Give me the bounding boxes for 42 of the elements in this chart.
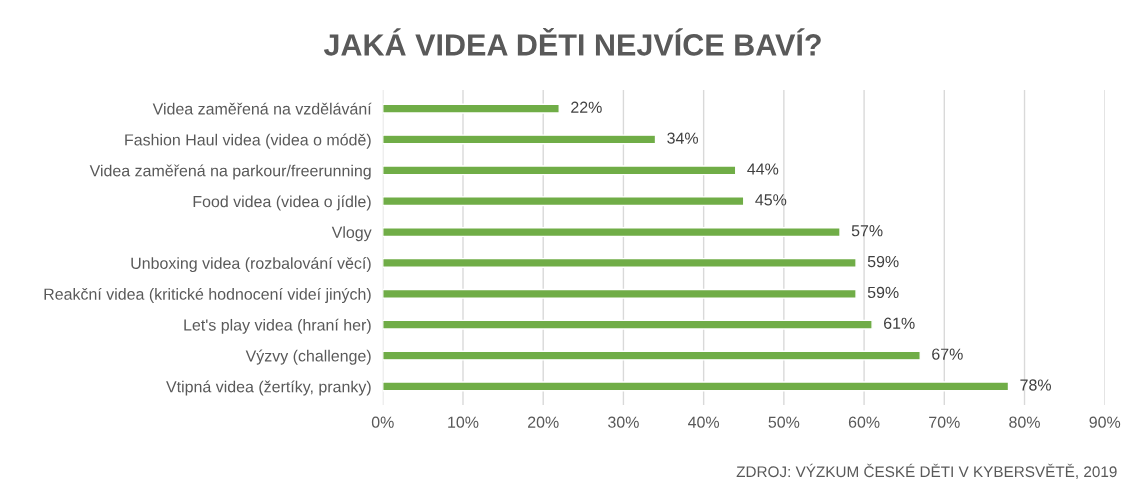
bar xyxy=(382,319,873,330)
x-tick-label: 40% xyxy=(688,416,720,428)
bar xyxy=(382,350,921,361)
x-tick-label: 70% xyxy=(929,416,960,428)
x-tick-label: 0% xyxy=(371,416,394,428)
y-tick-label: Videa zaměřená na vzdělávání xyxy=(152,102,372,115)
bar xyxy=(382,165,737,176)
text: ZDROJ: VÝZKUM ČESKÉ DĚTI V KYBERSVĚTĚ, 2019 xyxy=(736,463,1117,479)
data-label: 59% xyxy=(867,286,899,299)
chart-title: JAKÁ VIDEA DĚTI NEJVÍCE BAVÍ? xyxy=(323,28,821,56)
y-tick-label: Unboxing videa (rozbalování věcí) xyxy=(131,257,371,273)
y-tick-label: Let's play videa (hraní her) xyxy=(184,318,371,334)
data-label: 45% xyxy=(755,194,787,206)
bar xyxy=(382,288,857,299)
y-tick-label: Food videa (videa o jídle) xyxy=(193,195,371,211)
x-tick-label: 90% xyxy=(1089,416,1121,428)
data-label: 22% xyxy=(571,101,602,113)
y-tick-label: Výzvy (challenge) xyxy=(245,349,371,365)
y-tick-label: Reakční videa (kritické hodnocení videí jiných) xyxy=(44,287,371,303)
data-label: 59% xyxy=(867,255,899,268)
x-tick-label: 50% xyxy=(768,416,800,428)
bar xyxy=(382,134,657,145)
x-tick-label: 10% xyxy=(448,416,479,428)
y-tick-label: Vlogy xyxy=(331,226,372,242)
data-label: 34% xyxy=(667,132,699,144)
data-label: 61% xyxy=(884,317,915,329)
x-tick-label: 30% xyxy=(608,416,639,428)
y-tick-label: Videa zaměřená na parkour/freerunning xyxy=(89,164,371,180)
y-tick-label: Fashion Haul videa (videa o módě) xyxy=(125,133,371,149)
bar xyxy=(382,257,857,268)
data-label: 44% xyxy=(747,163,779,175)
data-label: 67% xyxy=(932,348,963,360)
bar xyxy=(382,196,745,207)
bar xyxy=(382,103,560,114)
y-tick-label: Vtipná videa (žertíky, pranky) xyxy=(166,380,371,396)
x-tick-label: 60% xyxy=(848,416,880,428)
bar xyxy=(382,227,841,238)
x-tick-label: 20% xyxy=(528,416,559,428)
data-label: 78% xyxy=(1020,379,1051,391)
bar xyxy=(382,381,1010,392)
data-label: 57% xyxy=(851,225,883,237)
x-tick-label: 80% xyxy=(1009,416,1040,428)
